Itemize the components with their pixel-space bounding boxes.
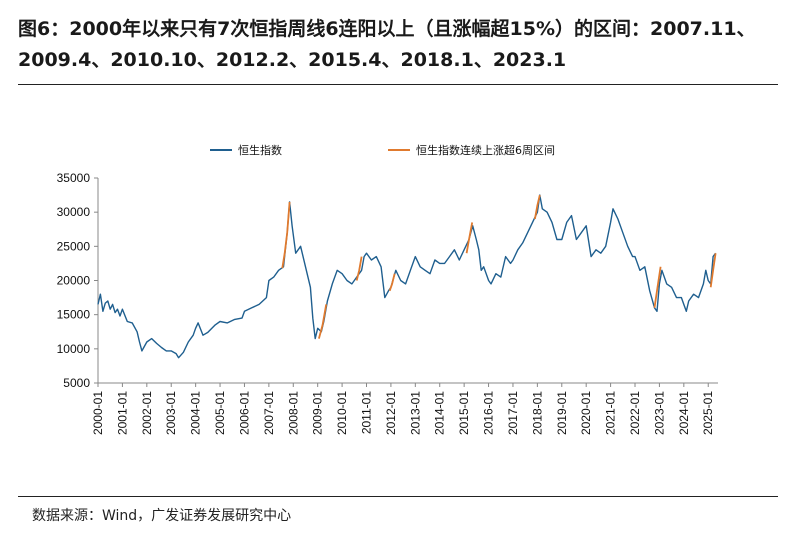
x-tick-label: 2009-01: [311, 391, 325, 435]
x-tick-label: 2017-01: [506, 391, 520, 435]
y-tick-label: 20000: [57, 274, 91, 288]
y-tick-label: 5000: [63, 376, 90, 390]
x-tick-label: 2001-01: [115, 391, 129, 435]
y-tick-label: 10000: [57, 342, 91, 356]
x-tick-label: 2019-01: [555, 391, 569, 435]
x-tick-label: 2018-01: [530, 391, 544, 435]
hsi-line: [97, 194, 717, 359]
x-tick-label: 2000-01: [91, 391, 105, 435]
x-tick-label: 2016-01: [482, 391, 496, 435]
x-tick-label: 2005-01: [213, 391, 227, 435]
x-tick-label: 2006-01: [237, 391, 251, 435]
x-tick-label: 2010-01: [335, 391, 349, 435]
x-tick-label: 2008-01: [286, 391, 300, 435]
x-tick-label: 2013-01: [408, 391, 422, 435]
x-tick-label: 2007-01: [262, 391, 276, 435]
legend-label-hsi: 恒生指数: [238, 143, 282, 157]
x-tick-label: 2024-01: [677, 391, 691, 435]
rally-segment: [281, 201, 291, 269]
rally-segment: [388, 273, 396, 292]
rally-segment: [355, 256, 363, 281]
x-tick-label: 2025-01: [701, 391, 715, 435]
chart-series: [97, 194, 717, 359]
line-chart: 恒生指数 恒生指数连续上涨超6周区间 5000 10000 15000 20000 250…: [57, 143, 718, 435]
x-tick-label: 2002-01: [140, 391, 154, 435]
chart-title: 图6：2000年以来只有7次恒指周线6连阳以上（且涨幅超15%）的区间：2007…: [18, 18, 756, 71]
chart-legend: 恒生指数 恒生指数连续上涨超6周区间: [210, 143, 555, 157]
x-tick-label: 2022-01: [628, 391, 642, 435]
x-tick-label: 2004-01: [189, 391, 203, 435]
y-tick-label: 25000: [57, 239, 91, 253]
x-tick-label: 2014-01: [433, 391, 447, 435]
rally-segment: [653, 266, 662, 308]
x-tick-label: 2015-01: [457, 391, 471, 435]
y-tick-label: 15000: [57, 308, 91, 322]
x-tick-label: 2023-01: [652, 391, 666, 435]
x-tick-label: 2021-01: [604, 391, 618, 435]
x-tick-label: 2011-01: [360, 391, 374, 434]
source-divider: [18, 496, 778, 497]
legend-label-rally: 恒生指数连续上涨超6周区间: [416, 143, 555, 157]
chart-axes: 5000 10000 15000 20000 25000 30000 35000 2000-0…: [57, 171, 718, 435]
x-tick-label: 2020-01: [579, 391, 593, 435]
title-divider: [18, 84, 778, 85]
y-tick-label: 35000: [57, 171, 91, 185]
rally-segment: [709, 253, 717, 288]
rally-segment: [318, 304, 328, 339]
source-note: 数据来源：Wind，广发证券发展研究中心: [32, 508, 292, 524]
rally-segment: [465, 222, 474, 254]
rally-segment: [534, 194, 541, 220]
y-tick-label: 30000: [57, 205, 91, 219]
x-tick-label: 2012-01: [384, 391, 398, 435]
x-tick-label: 2003-01: [164, 391, 178, 435]
